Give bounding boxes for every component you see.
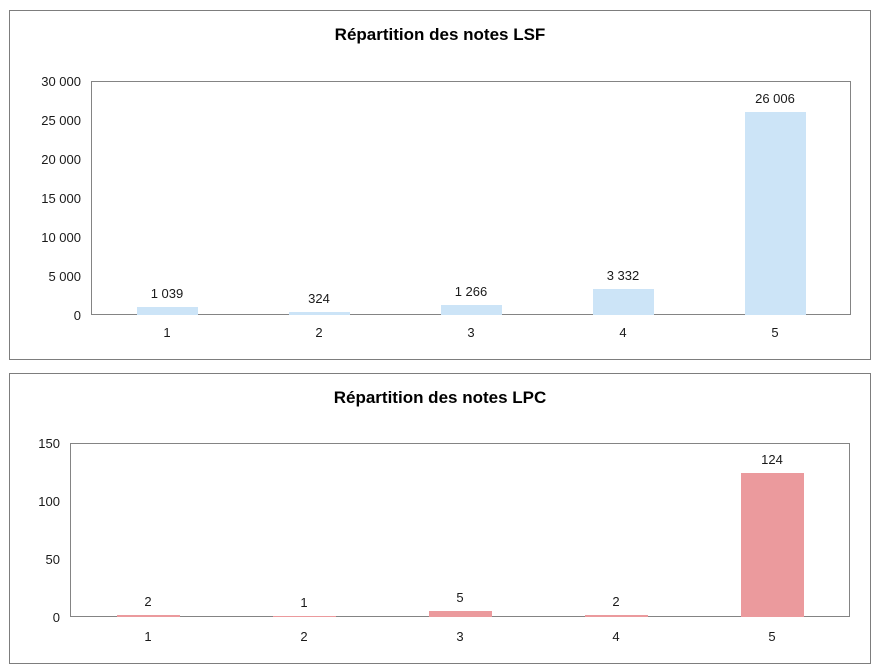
x-axis-tick-label: 2: [300, 629, 308, 644]
x-axis-tick-label: 4: [619, 325, 627, 340]
bar: [741, 473, 804, 617]
x-axis-tick-label: 1: [144, 629, 152, 644]
x-axis-tick-label: 2: [315, 325, 323, 340]
bar-value-label: 1 039: [150, 285, 184, 301]
x-axis-tick-label: 5: [768, 629, 776, 644]
y-axis-tick-label: 150: [38, 436, 60, 451]
y-axis-tick-label: 0: [52, 610, 60, 625]
lpc-chart-panel: Répartition des notes LPC 150 100 50 0 2 1 1 2 5…: [9, 373, 871, 664]
y-axis-tick-label: 0: [73, 308, 81, 323]
y-axis-tick-label: 25 000: [41, 113, 81, 128]
bar: [429, 611, 492, 617]
bar-value-label: 1 266: [454, 284, 488, 300]
bar: [137, 306, 198, 315]
bar-value-label: 5: [456, 590, 464, 606]
bar-value-label: 1: [300, 594, 308, 610]
x-axis-tick-label: 1: [163, 325, 171, 340]
x-axis-tick-label: 5: [771, 325, 779, 340]
bar: [585, 614, 648, 617]
y-axis-tick-label: 100: [38, 494, 60, 509]
y-axis-tick-label: 10 000: [41, 230, 81, 245]
y-axis-tick-label: 50: [45, 552, 60, 567]
lsf-bar-chart: 30 000 25 000 20 000 15 000 10 000 5 000 0 1 03…: [10, 11, 870, 359]
x-axis-tick-label: 3: [467, 325, 475, 340]
y-axis-tick-label: 20 000: [41, 152, 81, 167]
bar: [441, 305, 502, 315]
bar: [117, 614, 180, 617]
y-axis-tick-label: 15 000: [41, 191, 81, 206]
y-axis-tick-label: 5 000: [48, 269, 81, 284]
lsf-chart-panel: Répartition des notes LSF 30 000 25 000 20…: [9, 10, 871, 360]
bar-value-label: 324: [308, 291, 330, 307]
bar: [273, 615, 336, 617]
bar: [289, 312, 350, 315]
bar-value-label: 26 006: [755, 91, 795, 107]
lpc-chart-title: Répartition des notes LPC: [333, 388, 547, 407]
bar-value-label: 2: [144, 593, 152, 609]
lpc-bar-chart: 150 100 50 0 2 1 1 2 5 3 2 4 124 5: [10, 374, 870, 663]
bar-value-label: 124: [761, 452, 783, 468]
x-axis-tick-label: 3: [456, 629, 464, 644]
plot-area: [70, 443, 850, 617]
x-axis-tick-label: 4: [612, 629, 620, 644]
plot-area: [91, 81, 851, 315]
bar-value-label: 3 332: [606, 268, 640, 283]
y-axis-tick-label: 30 000: [41, 74, 81, 89]
bar: [745, 112, 806, 315]
bar-value-label: 2: [612, 593, 620, 609]
bar: [593, 289, 654, 315]
lsf-chart-title: Répartition des notes LSF: [334, 25, 546, 44]
